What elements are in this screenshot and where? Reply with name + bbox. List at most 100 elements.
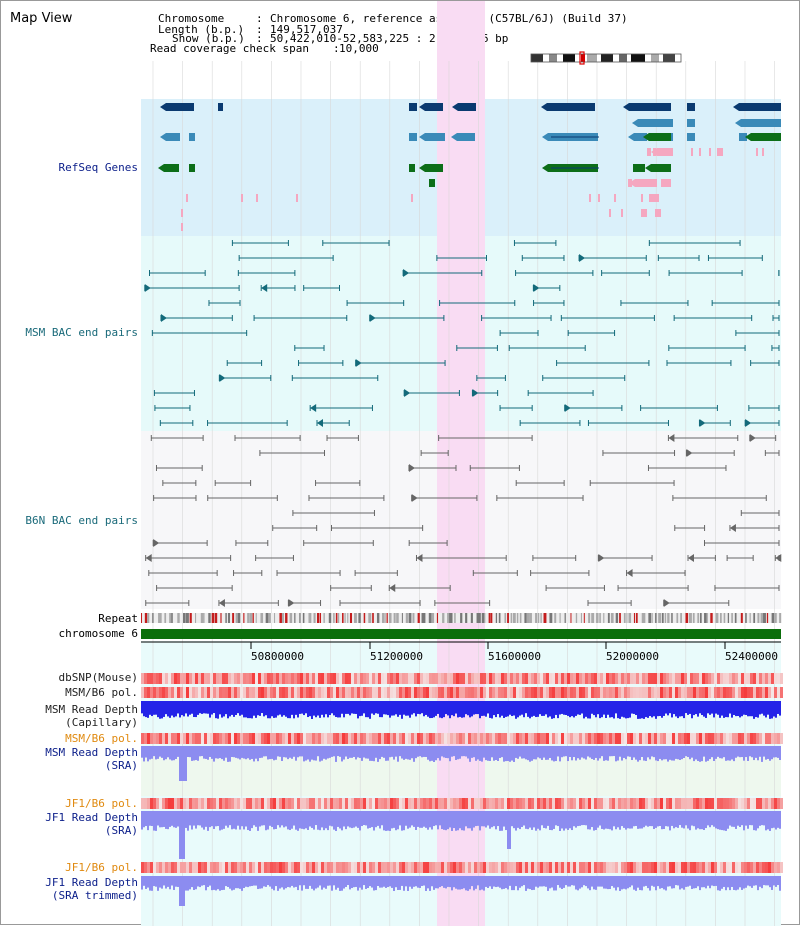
- jf1-trimmed-depth-bar: [169, 876, 171, 890]
- msm-b6-pol-heat: [534, 687, 537, 698]
- jf1-sra-depth-bar: [181, 811, 183, 859]
- msm-capillary-depth-bar: [721, 701, 723, 716]
- jf1-trimmed-depth-bar: [737, 876, 739, 890]
- jf1-b6-pol-heat: [345, 798, 348, 809]
- jf1-sra-depth-bar: [435, 811, 437, 826]
- msm-capillary-depth-bar: [737, 701, 739, 717]
- jf1-sra-depth-bar: [399, 811, 401, 826]
- jf1-sra-depth-bar: [757, 811, 759, 829]
- jf1-trimmed-depth-bar: [741, 876, 743, 890]
- jf1-b6-pol-heat: [219, 798, 222, 809]
- msm-sra-depth-bar: [333, 746, 335, 757]
- msm-b6-pol-heat: [312, 687, 315, 698]
- jf1-b6-pol-heat: [228, 798, 231, 809]
- msm-sra-depth-bar: [413, 746, 415, 762]
- jf1-sra-depth-bar: [437, 811, 439, 830]
- msm-capillary-depth-bar: [481, 701, 483, 716]
- jf1-sra-depth-bar: [667, 811, 669, 827]
- jf1-sra-depth-bar: [689, 811, 691, 831]
- msm-sra-depth-bar: [365, 746, 367, 759]
- msm-b6-pol-heat: [483, 733, 486, 744]
- msm-b6-pol-heat: [309, 733, 312, 744]
- jf1-b6-pol-heat: [696, 862, 699, 873]
- jf1-b6-pol-heat: [633, 862, 636, 873]
- jf1-trimmed-depth-bar: [337, 876, 339, 888]
- jf1-b6-pol-heat: [426, 862, 429, 873]
- jf1-b6-pol-heat: [225, 798, 228, 809]
- jf1-b6-pol-heat: [468, 798, 471, 809]
- jf1-sra-depth-bar: [777, 811, 779, 828]
- repeat-element: [342, 613, 344, 623]
- b6n-bac-pair-arrow: [416, 554, 423, 562]
- msm-capillary-depth-bar: [403, 701, 405, 715]
- jf1-b6-pol-heat: [366, 798, 369, 809]
- jf1-sra-depth-bar: [413, 811, 415, 827]
- msm-b6-pol-heat: [291, 733, 294, 744]
- msm-b6-pol-heat: [471, 687, 474, 698]
- jf1-sra-depth-bar: [285, 811, 287, 827]
- msm-capillary-depth-bar: [239, 701, 241, 716]
- track-label-msm-b6-pol-2: MSM/B6 pol.: [65, 732, 138, 745]
- jf1-sra-depth-bar: [473, 811, 475, 828]
- msm-capillary-depth-bar: [279, 701, 281, 715]
- jf1-trimmed-depth-bar: [167, 876, 169, 887]
- msm-capillary-depth-bar: [491, 701, 493, 719]
- msm-capillary-depth-bar: [709, 701, 711, 715]
- repeat-element: [636, 613, 638, 623]
- msm-sra-depth-bar: [685, 746, 687, 757]
- jf1-b6-pol-heat: [576, 798, 579, 809]
- jf1-trimmed-depth-bar: [281, 876, 283, 888]
- msm-b6-pol-heat: [606, 733, 609, 744]
- msm-sra-depth-bar: [637, 746, 639, 762]
- jf1-sra-depth-bar: [401, 811, 403, 831]
- msm-capillary-depth-bar: [221, 701, 223, 718]
- jf1-sra-depth-bar: [453, 811, 455, 829]
- msm-b6-pol-heat: [678, 733, 681, 744]
- msm-b6-pol-heat: [531, 687, 534, 698]
- msm-b6-pol-heat: [555, 733, 558, 744]
- jf1-b6-pol-heat: [564, 862, 567, 873]
- jf1-trimmed-depth-bar: [623, 876, 625, 889]
- msm-sra-depth-bar: [559, 746, 561, 762]
- repeat-element: [333, 613, 335, 623]
- jf1-b6-pol-heat: [273, 862, 276, 873]
- msm-sra-depth-bar: [167, 746, 169, 758]
- chromosome-sep: :: [256, 12, 263, 25]
- msm-sra-depth-bar: [237, 746, 239, 759]
- msm-capillary-depth-bar: [683, 701, 685, 719]
- msm-bac-pair-arrow: [404, 389, 411, 397]
- msm-b6-pol-heat: [672, 687, 675, 698]
- msm-b6-pol-heat: [285, 733, 288, 744]
- dbsnp-heat: [282, 673, 285, 684]
- msm-b6-pol-heat: [405, 733, 408, 744]
- jf1-sra-depth-bar: [279, 811, 281, 828]
- refseq-gene: [458, 103, 476, 111]
- jf1-b6-pol-heat: [351, 862, 354, 873]
- jf1-trimmed-depth-bar: [191, 876, 193, 888]
- msm-capillary-depth-bar: [413, 701, 415, 714]
- msm-capillary-depth-bar: [357, 701, 359, 719]
- jf1-sra-depth-bar: [759, 811, 761, 826]
- jf1-trimmed-depth-bar: [775, 876, 777, 887]
- jf1-sra-depth-bar: [481, 811, 483, 827]
- msm-capillary-depth-bar: [217, 701, 219, 719]
- jf1-b6-pol-heat: [198, 798, 201, 809]
- dbsnp-heat: [294, 673, 297, 684]
- jf1-b6-pol-heat: [627, 862, 630, 873]
- msm-b6-pol-heat: [309, 687, 312, 698]
- dbsnp-heat: [402, 673, 405, 684]
- jf1-trimmed-depth-bar: [513, 876, 515, 891]
- jf1-b6-pol-heat: [402, 798, 405, 809]
- msm-capillary-depth-bar: [375, 701, 377, 714]
- jf1-trimmed-depth-bar: [245, 876, 247, 887]
- dbsnp-heat: [150, 673, 153, 684]
- jf1-sra-depth-bar: [539, 811, 541, 831]
- jf1-b6-pol-heat: [579, 798, 582, 809]
- repeat-element: [289, 613, 293, 623]
- dbsnp-heat: [339, 673, 342, 684]
- msm-b6-pol-heat: [630, 733, 633, 744]
- msm-capillary-depth-bar: [323, 701, 325, 718]
- msm-b6-pol-heat: [147, 733, 150, 744]
- msm-capillary-depth-bar: [487, 701, 489, 714]
